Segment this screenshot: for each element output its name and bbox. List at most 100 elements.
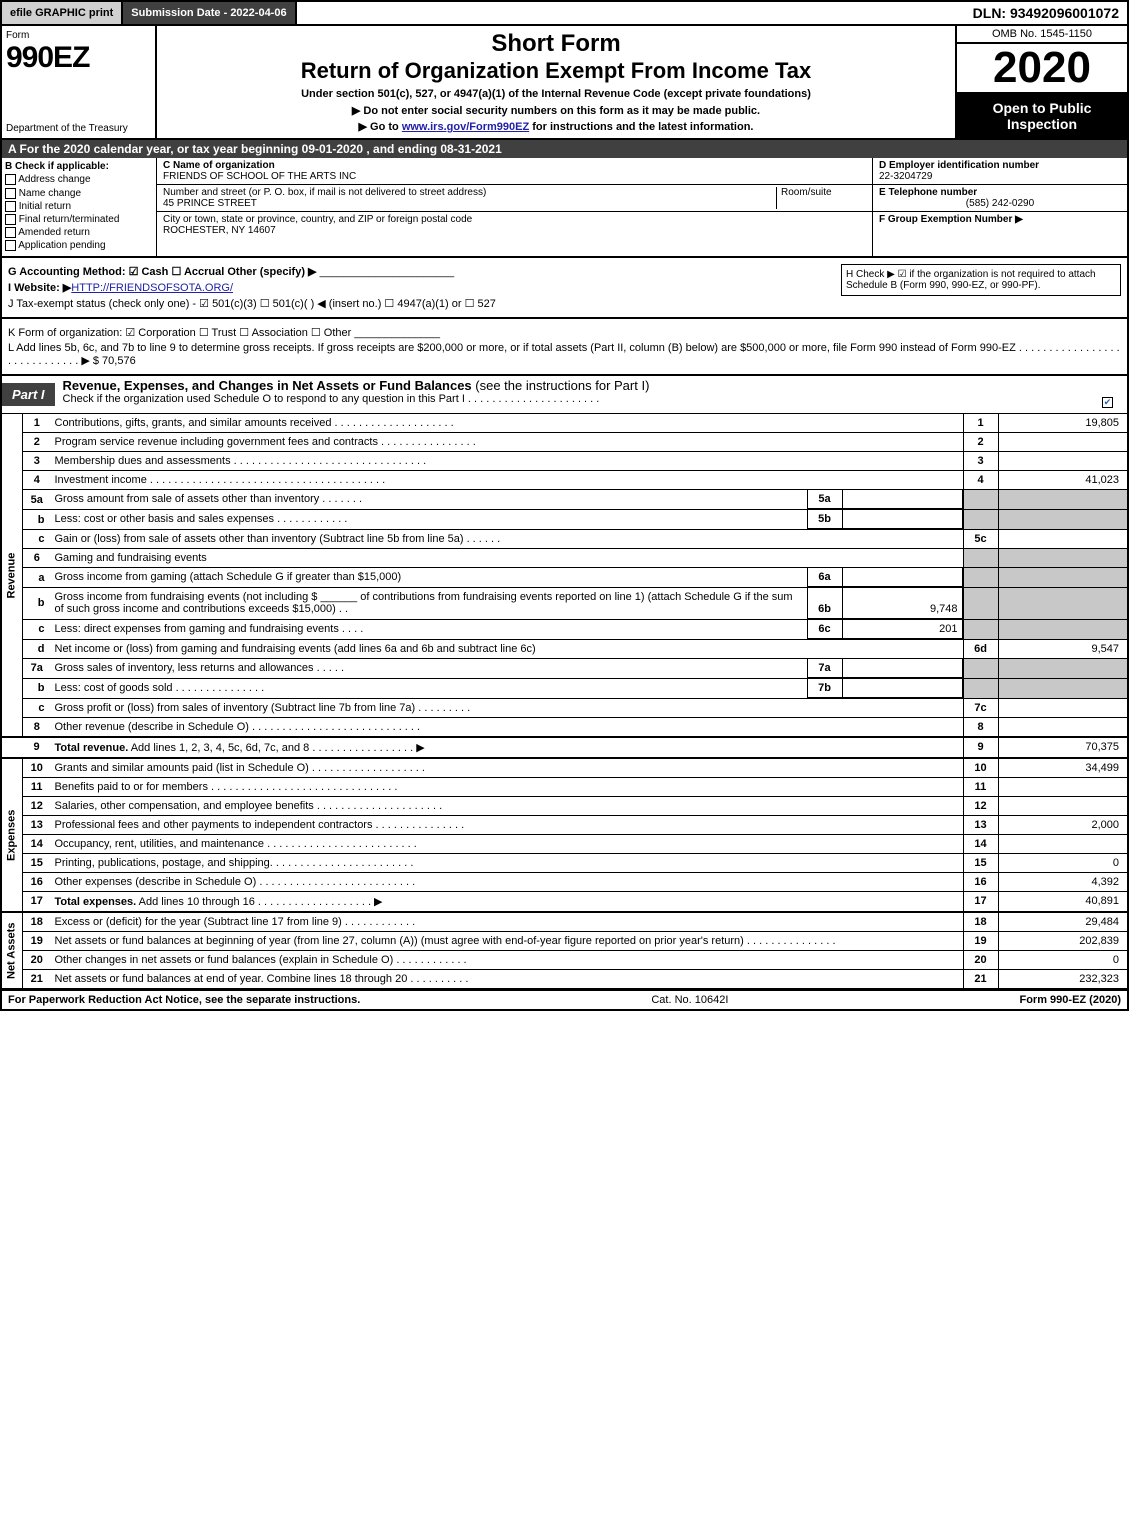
section-b-checkboxes: B Check if applicable: Address change Na… [2,158,157,256]
part-1-header: Part I Revenue, Expenses, and Changes in… [0,376,1129,414]
section-a-tax-year: A For the 2020 calendar year, or tax yea… [0,140,1129,158]
line-15: 15Printing, publications, postage, and s… [1,853,1128,872]
paperwork-notice: For Paperwork Reduction Act Notice, see … [8,994,360,1006]
irs-link[interactable]: www.irs.gov/Form990EZ [402,121,529,133]
line-19: 19Net assets or fund balances at beginni… [1,931,1128,950]
revenue-side-label: Revenue [1,414,23,737]
link-pre: ▶ Go to [359,121,402,133]
section-k-form-org: K Form of organization: ☑ Corporation ☐ … [8,326,1121,339]
short-form-title: Short Form [161,30,951,58]
line-11: 11Benefits paid to or for members . . . … [1,777,1128,796]
chk-label: Amended return [18,227,90,238]
website-link[interactable]: HTTP://FRIENDSOFSOTA.ORG/ [71,282,233,294]
dln: DLN: 93492096001072 [965,2,1127,24]
link-post: for instructions and the latest informat… [529,121,753,133]
form-number: 990EZ [6,41,151,75]
c-city-label: City or town, state or province, country… [163,214,472,225]
omb-number: OMB No. 1545-1150 [957,26,1127,44]
chk-initial-return[interactable]: Initial return [5,201,153,212]
section-l-gross-receipts: L Add lines 5b, 6c, and 7b to line 9 to … [8,342,1121,367]
org-city: ROCHESTER, NY 14607 [163,225,276,236]
line-2: 2Program service revenue including gover… [1,433,1128,452]
chk-name-change[interactable]: Name change [5,188,153,199]
block-bcdef: B Check if applicable: Address change Na… [0,158,1129,258]
line-1: Revenue 1Contributions, gifts, grants, a… [1,414,1128,433]
line-5b: bLess: cost or other basis and sales exp… [1,510,1128,530]
chk-label: Initial return [19,201,71,212]
line-20: 20Other changes in net assets or fund ba… [1,950,1128,969]
line-3: 3Membership dues and assessments . . . .… [1,452,1128,471]
line-14: 14Occupancy, rent, utilities, and mainte… [1,834,1128,853]
block-ghij: H Check ▶ ☑ if the organization is not r… [0,258,1129,319]
chk-amended-return[interactable]: Amended return [5,227,153,238]
line-4: 4Investment income . . . . . . . . . . .… [1,471,1128,490]
line-8: 8Other revenue (describe in Schedule O) … [1,717,1128,737]
section-j-tax-exempt: J Tax-exempt status (check only one) - ☑… [8,297,1121,310]
block-kl: K Form of organization: ☑ Corporation ☐ … [0,319,1129,376]
under-section: Under section 501(c), 527, or 4947(a)(1)… [161,88,951,100]
instructions-link-row: ▶ Go to www.irs.gov/Form990EZ for instru… [161,120,951,133]
line-7a: 7aGross sales of inventory, less returns… [1,658,1128,678]
chk-label: Final return/terminated [19,214,120,225]
section-h-schedule-b: H Check ▶ ☑ if the organization is not r… [841,264,1121,296]
line-6: 6Gaming and fundraising events [1,549,1128,568]
line-6d: dNet income or (loss) from gaming and fu… [1,639,1128,658]
line-18: Net Assets 18Excess or (deficit) for the… [1,912,1128,932]
cat-no: Cat. No. 10642I [651,994,728,1006]
line-16: 16Other expenses (describe in Schedule O… [1,872,1128,891]
line-9: 9Total revenue. Add lines 1, 2, 3, 4, 5c… [1,737,1128,758]
part-1-tag: Part I [2,383,55,406]
c-name-label: C Name of organization [163,160,275,171]
part-1-table: Revenue 1Contributions, gifts, grants, a… [0,414,1129,990]
section-c-org-info: C Name of organization FRIENDS OF SCHOOL… [157,158,872,256]
chk-label: Address change [18,175,90,186]
dept-treasury: Department of the Treasury [6,123,151,134]
open-to-public: Open to Public Inspection [957,94,1127,138]
room-suite-label: Room/suite [781,187,832,198]
form-title: Return of Organization Exempt From Incom… [161,58,951,84]
b-header: B Check if applicable: [5,161,153,172]
form-ref: Form 990-EZ (2020) [1019,994,1121,1006]
form-header: Form 990EZ Department of the Treasury Sh… [0,26,1129,140]
header-left: Form 990EZ Department of the Treasury [2,26,157,138]
header-right: OMB No. 1545-1150 2020 Open to Public In… [957,26,1127,138]
chk-label: Name change [19,188,81,199]
top-bar: efile GRAPHIC print Submission Date - 20… [0,0,1129,26]
ssn-warning: ▶ Do not enter social security numbers o… [161,104,951,117]
chk-label: Application pending [18,240,105,251]
line-5a: 5aGross amount from sale of assets other… [1,490,1128,510]
ein-value: 22-3204729 [879,171,932,182]
schedule-o-checkbox[interactable] [1102,397,1113,408]
line-5c: cGain or (loss) from sale of assets othe… [1,530,1128,549]
section-def: D Employer identification number 22-3204… [872,158,1127,256]
expenses-side-label: Expenses [1,758,23,912]
chk-final-return[interactable]: Final return/terminated [5,214,153,225]
header-center: Short Form Return of Organization Exempt… [157,26,957,138]
d-ein-label: D Employer identification number [879,160,1039,171]
line-6c: cLess: direct expenses from gaming and f… [1,619,1128,639]
line-6a: aGross income from gaming (attach Schedu… [1,568,1128,588]
org-name: FRIENDS OF SCHOOL OF THE ARTS INC [163,171,356,182]
page-footer: For Paperwork Reduction Act Notice, see … [0,990,1129,1011]
org-street: 45 PRINCE STREET [163,198,257,209]
line-7b: bLess: cost of goods sold . . . . . . . … [1,678,1128,698]
chk-application-pending[interactable]: Application pending [5,240,153,251]
tax-year: 2020 [957,44,1127,94]
line-13: 13Professional fees and other payments t… [1,815,1128,834]
f-group-label: F Group Exemption Number ▶ [879,214,1023,225]
line-7c: cGross profit or (loss) from sales of in… [1,698,1128,717]
submission-date: Submission Date - 2022-04-06 [123,2,296,24]
line-17: 17Total expenses. Add lines 10 through 1… [1,891,1128,912]
c-addr-label: Number and street (or P. O. box, if mail… [163,187,486,198]
chk-address-change[interactable]: Address change [5,174,153,185]
line-21: 21Net assets or fund balances at end of … [1,969,1128,989]
line-12: 12Salaries, other compensation, and empl… [1,796,1128,815]
phone-value: (585) 242-0290 [879,198,1121,209]
net-assets-side-label: Net Assets [1,912,23,989]
line-6b: bGross income from fundraising events (n… [1,588,1128,620]
part-1-title: Revenue, Expenses, and Changes in Net As… [55,376,1127,413]
form-label: Form [6,30,151,41]
efile-print-button[interactable]: efile GRAPHIC print [2,2,123,24]
part-1-subtitle: Check if the organization used Schedule … [63,393,600,405]
e-phone-label: E Telephone number [879,187,977,198]
